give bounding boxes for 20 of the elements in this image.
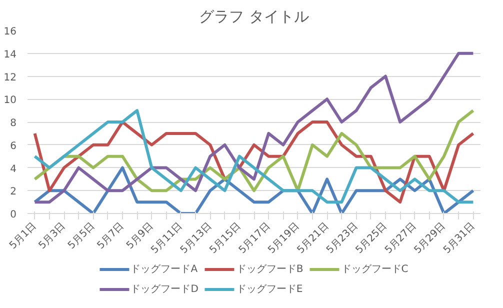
y-tick-label: 0	[10, 210, 17, 220]
line-series	[33, 52, 475, 204]
chart-title: グラフ タイトル	[199, 8, 309, 26]
y-tick-label: 8	[10, 118, 17, 129]
legend-label: ドッグフードA	[130, 263, 198, 276]
y-tick-label: 2	[10, 186, 17, 198]
legend-label: ドッグフードE	[236, 283, 303, 296]
y-tick-label: 6	[10, 140, 17, 152]
y-tick-label: 12	[4, 72, 17, 84]
legend-label: ドッグフードD	[130, 283, 198, 296]
y-tick-label: 16	[4, 26, 17, 38]
y-tick-label: 10	[4, 95, 17, 106]
x-tick-label: 5月3日	[37, 220, 68, 252]
x-tick-label: 5月7日	[95, 220, 126, 252]
y-tick-label: 4	[10, 164, 17, 175]
x-tick-label: 5月5日	[66, 220, 98, 252]
legend-label: ドッグフードC	[341, 263, 408, 276]
y-tick-label: 14	[4, 49, 17, 60]
legend-label: ドッグフードB	[236, 263, 304, 276]
x-tick-label: 5月1日	[8, 220, 39, 252]
